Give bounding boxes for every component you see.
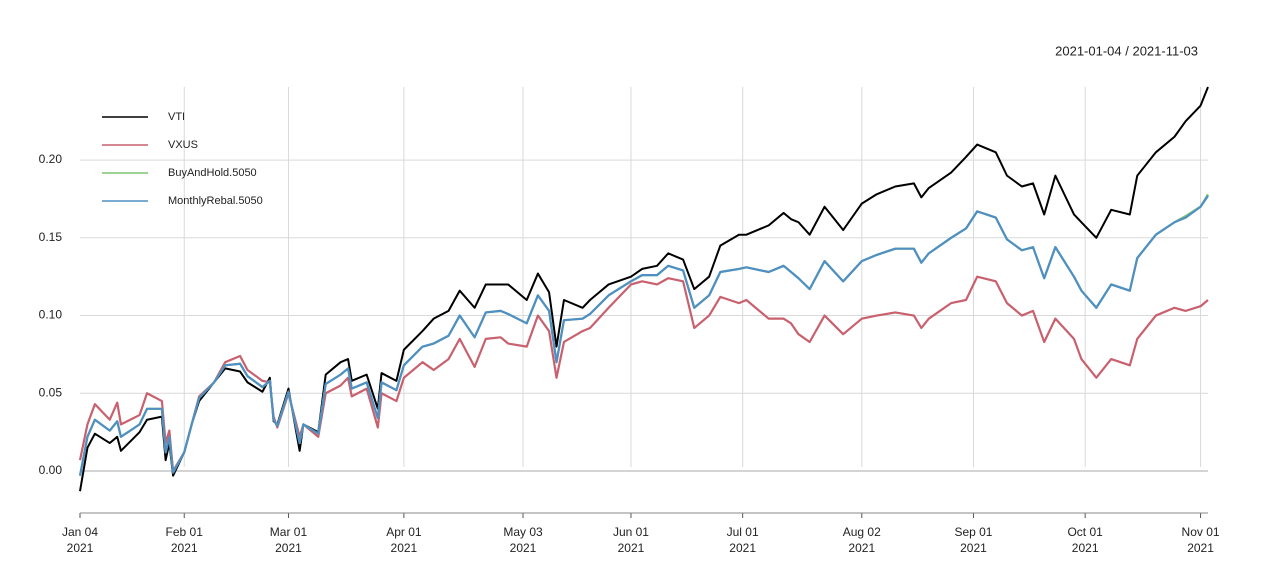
series-line [78, 193, 1209, 476]
x-tick-label: Oct 01 [1067, 525, 1103, 539]
series-line [79, 86, 1209, 492]
y-tick-label: 0.20 [39, 152, 63, 166]
y-tick-label: 0.00 [39, 463, 63, 477]
legend-label: MonthlyRebal.5050 [168, 195, 263, 207]
x-tick-label: 2021 [960, 541, 987, 555]
x-tick-label: 2021 [618, 541, 645, 555]
x-tick-label: Jul 01 [727, 525, 759, 539]
y-tick-label: 0.15 [39, 230, 63, 244]
x-tick-label: 2021 [275, 541, 302, 555]
x-tick-label: Nov 01 [1182, 525, 1220, 539]
x-tick-label: 2021 [848, 541, 875, 555]
x-tick-label: 2021 [1072, 541, 1099, 555]
x-tick-label: Sep 01 [954, 525, 992, 539]
x-tick-label: Jan 04 [62, 525, 98, 539]
y-tick-label: 0.10 [39, 308, 63, 322]
x-tick-label: May 03 [503, 525, 543, 539]
series-line [78, 195, 1209, 476]
x-tick-label: Mar 01 [270, 525, 308, 539]
legend-label: BuyAndHold.5050 [168, 167, 257, 179]
subtitle: 2021-01-04 / 2021-11-03 [1055, 43, 1198, 58]
series-line [78, 275, 1209, 473]
x-tick-label: 2021 [391, 541, 418, 555]
legend-label: VXUS [168, 139, 198, 151]
x-tick-label: Apr 01 [386, 525, 422, 539]
x-tick-label: 2021 [171, 541, 198, 555]
x-tick-label: Aug 02 [843, 525, 881, 539]
x-tick-label: 2021 [1187, 541, 1214, 555]
legend-label: VTI [168, 111, 185, 123]
y-tick-label: 0.05 [39, 385, 63, 399]
x-tick-label: 2021 [510, 541, 537, 555]
x-tick-label: Jun 01 [613, 525, 649, 539]
x-tick-label: Feb 01 [166, 525, 204, 539]
x-tick-label: 2021 [729, 541, 756, 555]
x-tick-label: 2021 [67, 541, 94, 555]
